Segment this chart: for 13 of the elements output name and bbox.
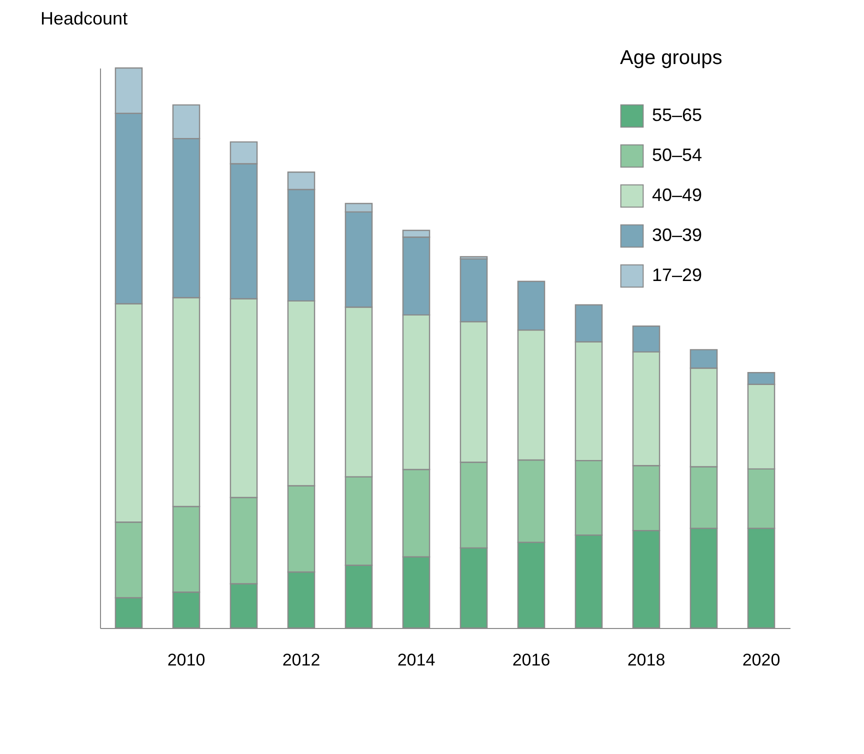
legend-title: Age groups bbox=[620, 47, 722, 69]
legend-label: 55–65 bbox=[652, 105, 702, 125]
x-tick-label: 2010 bbox=[167, 650, 206, 670]
y-axis-title: Headcount bbox=[40, 8, 128, 28]
legend-label: 40–49 bbox=[652, 185, 702, 205]
x-tick-label: 2014 bbox=[397, 650, 436, 670]
x-tick-label: 2018 bbox=[627, 650, 666, 670]
legend-label: 17–29 bbox=[652, 265, 702, 285]
x-tick-label: 2012 bbox=[282, 650, 320, 670]
legend-label: 50–54 bbox=[652, 145, 702, 165]
legend-label: 30–39 bbox=[652, 225, 702, 245]
x-tick-label: 2016 bbox=[512, 650, 550, 670]
x-tick-label: 2020 bbox=[742, 650, 780, 670]
